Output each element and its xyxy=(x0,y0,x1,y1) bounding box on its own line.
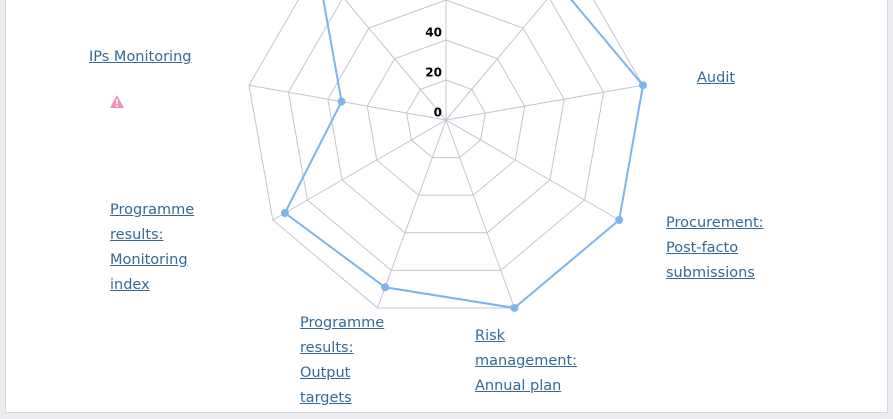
y-tick-label: 20 xyxy=(425,66,442,80)
grid-ring xyxy=(366,39,526,196)
data-point xyxy=(638,81,647,90)
warning-bang xyxy=(116,99,118,104)
chart: 020406080100 xyxy=(110,0,647,312)
y-tick-label: 0 xyxy=(434,106,442,120)
spoke xyxy=(445,119,515,309)
spoke xyxy=(344,0,447,121)
warning-dot xyxy=(116,105,118,107)
spoke xyxy=(445,84,644,121)
spoke xyxy=(445,0,548,121)
category-label[interactable]: IPs Monitoring xyxy=(89,49,192,65)
data-point xyxy=(615,216,624,224)
category-label[interactable]: Risk management: Annual plan xyxy=(475,328,578,394)
category-label[interactable]: Programme results: Output targets xyxy=(300,315,385,406)
grid-ring xyxy=(287,0,605,271)
category-label[interactable]: Programme results: Monitoring index xyxy=(110,202,195,293)
grid-ring xyxy=(406,79,486,159)
data-point xyxy=(510,303,519,312)
data-point xyxy=(381,283,390,292)
data-point xyxy=(280,209,289,217)
warning-icon xyxy=(110,95,124,108)
y-tick-label: 40 xyxy=(425,26,442,40)
spoke xyxy=(377,119,447,309)
spoke xyxy=(248,84,447,121)
spoke xyxy=(272,119,447,221)
category-label[interactable]: Audit xyxy=(697,70,736,86)
category-label[interactable]: Procurement: Post-facto submissions xyxy=(666,215,764,281)
grid-ring xyxy=(327,0,565,234)
grid-ring xyxy=(248,0,644,309)
spoke xyxy=(445,119,620,221)
series-line xyxy=(283,0,645,309)
data-point xyxy=(337,97,346,106)
